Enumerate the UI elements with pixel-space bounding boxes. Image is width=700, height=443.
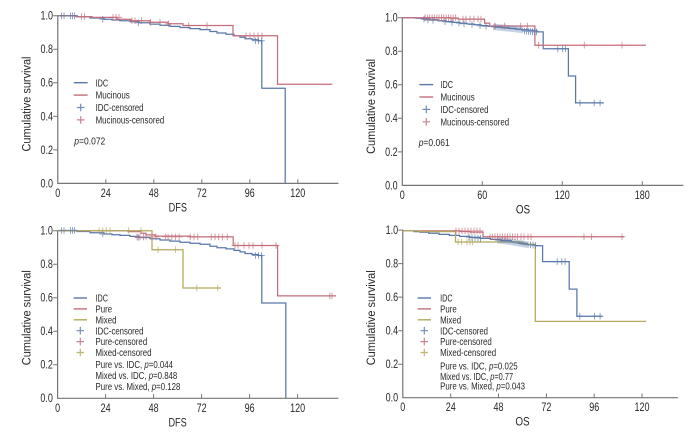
svg-text:IDC: IDC	[440, 293, 453, 305]
svg-text:0.8: 0.8	[40, 259, 53, 271]
svg-text:120: 120	[290, 403, 305, 415]
svg-text:IDC: IDC	[96, 77, 109, 89]
svg-text:48: 48	[149, 188, 159, 200]
svg-text:IDC-censored: IDC-censored	[96, 325, 144, 337]
svg-text:DFS: DFS	[168, 415, 186, 429]
svg-text:Pure: Pure	[96, 304, 113, 316]
svg-text:0.0: 0.0	[386, 393, 399, 405]
svg-text:Cumulative survival: Cumulative survival	[366, 59, 378, 154]
svg-text:1.0: 1.0	[386, 225, 399, 237]
svg-text:0.4: 0.4	[386, 326, 399, 338]
svg-text:Pure-censored: Pure-censored	[96, 336, 148, 348]
svg-text:0.6: 0.6	[40, 293, 53, 305]
svg-text:24: 24	[101, 403, 111, 415]
svg-text:Mucinous: Mucinous	[441, 92, 475, 104]
svg-text:p=0.072: p=0.072	[73, 135, 105, 147]
svg-text:Pure vs. Mixed, p=0.128: Pure vs. Mixed, p=0.128	[96, 381, 181, 393]
svg-text:Cumulative survival: Cumulative survival	[22, 270, 34, 365]
svg-text:Mixed: Mixed	[96, 314, 117, 326]
svg-text:IDC: IDC	[96, 293, 109, 305]
svg-text:Mixed-censored: Mixed-censored	[440, 347, 496, 359]
svg-text:0.4: 0.4	[385, 113, 398, 125]
svg-text:0.6: 0.6	[41, 78, 54, 90]
svg-text:96: 96	[245, 403, 255, 415]
svg-text:60: 60	[477, 190, 487, 202]
svg-text:Pure-censored: Pure-censored	[440, 336, 492, 348]
svg-text:0.4: 0.4	[41, 111, 54, 123]
svg-text:0.2: 0.2	[386, 359, 399, 371]
svg-text:Mucinous-censored: Mucinous-censored	[441, 116, 510, 128]
svg-text:0.2: 0.2	[385, 147, 398, 159]
svg-text:Mucinous-censored: Mucinous-censored	[96, 115, 165, 127]
svg-text:0: 0	[55, 188, 60, 200]
svg-text:0.4: 0.4	[40, 326, 53, 338]
svg-text:96: 96	[589, 402, 599, 414]
svg-text:0.2: 0.2	[41, 145, 54, 157]
svg-text:72: 72	[197, 403, 207, 415]
svg-text:OS: OS	[515, 415, 529, 429]
svg-text:48: 48	[494, 402, 504, 414]
svg-text:0.8: 0.8	[41, 44, 54, 56]
svg-text:120: 120	[555, 190, 570, 202]
svg-text:IDC-censored: IDC-censored	[440, 325, 488, 337]
svg-text:Mixed: Mixed	[440, 314, 461, 326]
svg-text:120: 120	[290, 188, 305, 200]
svg-text:Mixed vs. IDC, p=0.77: Mixed vs. IDC, p=0.77	[440, 371, 513, 383]
svg-text:Cumulative survival: Cumulative survival	[366, 270, 378, 365]
svg-text:1.0: 1.0	[385, 13, 398, 25]
svg-text:Mixed-censored: Mixed-censored	[96, 347, 152, 359]
svg-text:0.0: 0.0	[385, 180, 398, 192]
svg-text:0.0: 0.0	[40, 393, 53, 405]
svg-text:72: 72	[541, 402, 551, 414]
svg-text:24: 24	[101, 188, 111, 200]
svg-text:Pure: Pure	[440, 304, 457, 316]
svg-text:Cumulative survival: Cumulative survival	[22, 57, 34, 152]
svg-text:180: 180	[635, 190, 650, 202]
svg-text:DFS: DFS	[169, 200, 187, 214]
svg-text:72: 72	[197, 188, 207, 200]
svg-text:Pure vs. Mixed, p=0.043: Pure vs. Mixed, p=0.043	[440, 380, 525, 392]
svg-text:48: 48	[149, 403, 159, 415]
svg-text:IDC-censored: IDC-censored	[441, 104, 489, 116]
svg-text:OS: OS	[516, 202, 530, 216]
svg-text:1.0: 1.0	[41, 11, 54, 23]
svg-text:IDC-censored: IDC-censored	[96, 102, 144, 114]
svg-text:0.0: 0.0	[41, 178, 54, 190]
svg-text:0: 0	[400, 190, 405, 202]
svg-text:IDC: IDC	[441, 79, 454, 91]
svg-text:24: 24	[446, 402, 456, 414]
svg-text:p=0.061: p=0.061	[418, 137, 450, 149]
svg-text:Pure vs. IDC, p=0.044: Pure vs. IDC, p=0.044	[96, 359, 174, 371]
svg-text:1.0: 1.0	[40, 226, 53, 238]
svg-text:0: 0	[55, 403, 60, 415]
svg-text:0.8: 0.8	[385, 46, 398, 58]
svg-text:0.6: 0.6	[385, 80, 398, 92]
svg-text:0.8: 0.8	[386, 259, 399, 271]
svg-text:Mucinous: Mucinous	[96, 90, 130, 102]
svg-text:120: 120	[635, 402, 650, 414]
svg-text:Pure vs. IDC, p=0.025: Pure vs. IDC, p=0.025	[440, 361, 518, 373]
svg-text:0.6: 0.6	[386, 292, 399, 304]
svg-text:Mixed vs. IDC, p=0.848: Mixed vs. IDC, p=0.848	[96, 370, 178, 382]
svg-text:96: 96	[245, 188, 255, 200]
svg-text:0.2: 0.2	[40, 360, 53, 372]
svg-text:0: 0	[400, 402, 405, 414]
